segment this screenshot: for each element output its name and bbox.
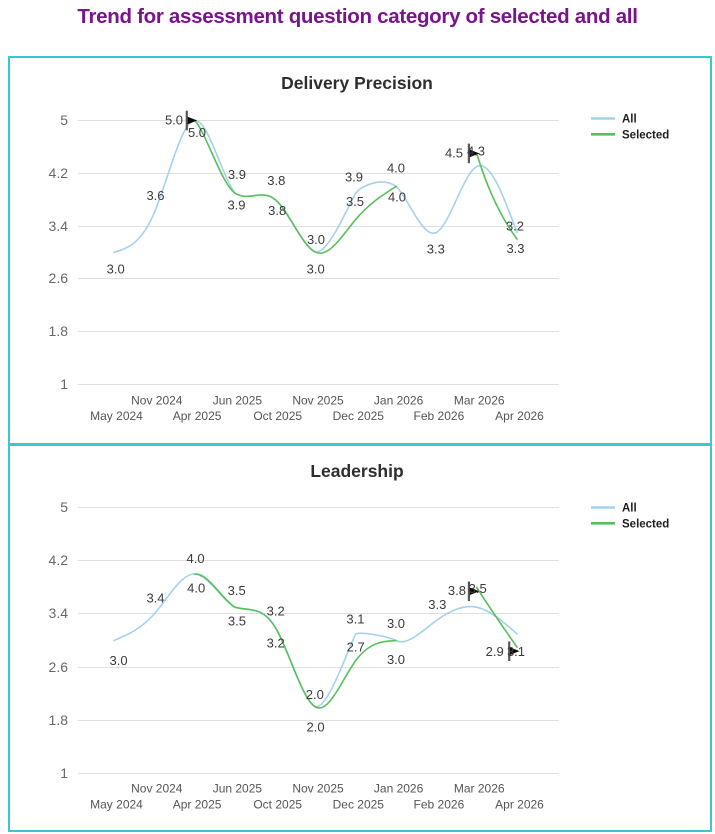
svg-text:3.0: 3.0 bbox=[387, 652, 405, 667]
svg-text:Dec 2025: Dec 2025 bbox=[333, 797, 385, 811]
svg-text:4.0: 4.0 bbox=[387, 161, 405, 176]
svg-text:2.6: 2.6 bbox=[49, 270, 69, 286]
svg-text:3.9: 3.9 bbox=[228, 167, 246, 182]
svg-text:Leadership: Leadership bbox=[310, 461, 403, 481]
svg-text:Oct 2025: Oct 2025 bbox=[253, 797, 302, 811]
svg-text:3.0: 3.0 bbox=[110, 653, 128, 668]
svg-text:All: All bbox=[622, 114, 637, 126]
svg-text:5: 5 bbox=[60, 112, 68, 128]
svg-text:4.2: 4.2 bbox=[49, 552, 69, 568]
svg-text:Nov 2025: Nov 2025 bbox=[292, 782, 344, 796]
svg-text:3.2: 3.2 bbox=[506, 219, 524, 234]
svg-text:2.0: 2.0 bbox=[306, 687, 324, 702]
svg-text:3.3: 3.3 bbox=[428, 597, 446, 612]
svg-text:May 2024: May 2024 bbox=[90, 797, 143, 811]
svg-text:3.8: 3.8 bbox=[267, 173, 285, 188]
svg-text:3.3: 3.3 bbox=[506, 241, 524, 256]
svg-text:May 2024: May 2024 bbox=[90, 409, 143, 423]
svg-text:5.0: 5.0 bbox=[165, 113, 183, 128]
svg-text:Nov 2024: Nov 2024 bbox=[131, 782, 183, 796]
svg-text:Selected: Selected bbox=[622, 518, 669, 530]
svg-text:3.0: 3.0 bbox=[307, 232, 325, 247]
svg-text:Nov 2024: Nov 2024 bbox=[131, 393, 183, 407]
svg-text:2.0: 2.0 bbox=[307, 719, 325, 734]
svg-text:4.2: 4.2 bbox=[49, 165, 69, 181]
svg-text:Apr 2026: Apr 2026 bbox=[495, 409, 544, 423]
svg-text:3.0: 3.0 bbox=[307, 261, 325, 276]
svg-text:3.9: 3.9 bbox=[227, 197, 245, 212]
svg-text:1.8: 1.8 bbox=[49, 712, 69, 728]
svg-text:4.3: 4.3 bbox=[467, 144, 485, 159]
svg-text:5.0: 5.0 bbox=[188, 125, 206, 140]
svg-text:Dec 2025: Dec 2025 bbox=[333, 409, 385, 423]
svg-text:5: 5 bbox=[60, 499, 68, 515]
svg-text:3.5: 3.5 bbox=[346, 194, 364, 209]
svg-text:3.8: 3.8 bbox=[448, 583, 466, 598]
svg-text:3.0: 3.0 bbox=[387, 616, 405, 631]
svg-text:Selected: Selected bbox=[622, 129, 669, 141]
svg-text:Jan 2026: Jan 2026 bbox=[374, 393, 424, 407]
svg-text:3.3: 3.3 bbox=[427, 242, 445, 257]
svg-text:3.4: 3.4 bbox=[49, 218, 69, 234]
svg-text:3.8: 3.8 bbox=[268, 203, 286, 218]
svg-text:Mar 2026: Mar 2026 bbox=[454, 782, 505, 796]
svg-text:3.9: 3.9 bbox=[345, 169, 363, 184]
svg-text:Feb 2026: Feb 2026 bbox=[414, 797, 465, 811]
svg-text:Apr 2026: Apr 2026 bbox=[495, 797, 544, 811]
svg-text:3.2: 3.2 bbox=[267, 604, 285, 619]
svg-text:3.1: 3.1 bbox=[346, 612, 364, 627]
svg-text:3.4: 3.4 bbox=[49, 605, 69, 621]
svg-text:2.6: 2.6 bbox=[49, 659, 69, 675]
svg-text:4.0: 4.0 bbox=[388, 190, 406, 205]
svg-text:3.5: 3.5 bbox=[469, 581, 487, 596]
svg-text:Feb 2026: Feb 2026 bbox=[414, 409, 465, 423]
svg-text:Mar 2026: Mar 2026 bbox=[454, 393, 505, 407]
svg-text:Apr 2025: Apr 2025 bbox=[173, 797, 222, 811]
svg-text:All: All bbox=[622, 503, 637, 515]
svg-text:Oct 2025: Oct 2025 bbox=[253, 409, 302, 423]
svg-text:1: 1 bbox=[60, 765, 68, 781]
svg-text:2.7: 2.7 bbox=[347, 640, 365, 655]
svg-text:2.9: 2.9 bbox=[486, 644, 504, 659]
svg-text:1: 1 bbox=[60, 376, 68, 392]
svg-text:Delivery Precision: Delivery Precision bbox=[281, 73, 433, 93]
svg-text:3.5: 3.5 bbox=[228, 583, 246, 598]
svg-text:4.5: 4.5 bbox=[445, 146, 463, 161]
svg-text:3.4: 3.4 bbox=[146, 590, 164, 605]
svg-text:Nov 2025: Nov 2025 bbox=[292, 393, 344, 407]
svg-text:3.6: 3.6 bbox=[146, 188, 164, 203]
svg-text:3.0: 3.0 bbox=[107, 262, 125, 277]
svg-text:3.2: 3.2 bbox=[267, 635, 285, 650]
svg-text:4.0: 4.0 bbox=[187, 581, 205, 596]
svg-text:1.8: 1.8 bbox=[49, 323, 69, 339]
svg-text:Jun 2025: Jun 2025 bbox=[213, 782, 263, 796]
svg-text:3.5: 3.5 bbox=[228, 614, 246, 629]
svg-text:Jun 2025: Jun 2025 bbox=[213, 393, 263, 407]
svg-text:Jan 2026: Jan 2026 bbox=[374, 782, 424, 796]
svg-text:Apr 2025: Apr 2025 bbox=[173, 409, 222, 423]
svg-text:3.1: 3.1 bbox=[507, 644, 525, 659]
svg-text:4.0: 4.0 bbox=[187, 551, 205, 566]
